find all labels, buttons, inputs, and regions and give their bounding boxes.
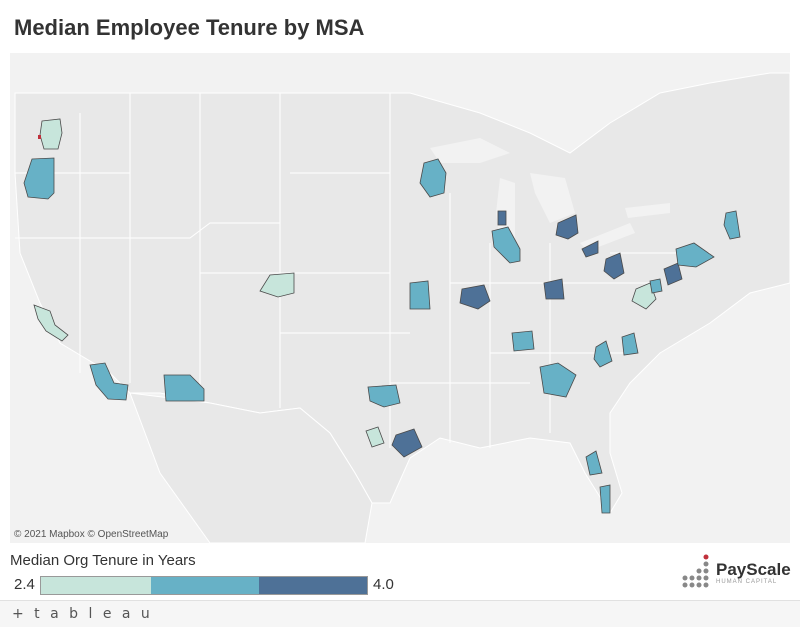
msa-chicago[interactable] (491, 226, 521, 264)
us-map-svg (14, 72, 790, 543)
msa-austin[interactable] (365, 426, 385, 448)
msa-new-york[interactable] (675, 242, 715, 268)
msa-minneapolis[interactable] (419, 158, 447, 198)
payscale-dots-icon (682, 554, 709, 588)
legend-swatch-mid (151, 577, 259, 594)
msa-denver[interactable] (259, 272, 295, 298)
msa-phoenix[interactable] (163, 374, 205, 402)
msa-atlanta[interactable] (539, 362, 577, 398)
msa-los-angeles[interactable] (89, 362, 129, 401)
payscale-logo: PayScale HUMAN CAPITAL (682, 550, 792, 590)
msa-milwaukee[interactable] (497, 210, 507, 226)
mexico-land (129, 392, 373, 543)
page-title: Median Employee Tenure by MSA (14, 15, 365, 40)
msa-philadelphia[interactable] (663, 262, 683, 286)
us-landmass (14, 72, 790, 514)
payscale-tagline: HUMAN CAPITAL (716, 579, 778, 585)
lake-huron (530, 173, 575, 223)
legend-swatch-high (259, 577, 367, 594)
lake-ontario (625, 203, 670, 218)
msa-cincinnati[interactable] (543, 278, 565, 300)
msa-seattle[interactable] (39, 118, 63, 150)
msa-washington[interactable] (631, 282, 657, 310)
msa-raleigh[interactable] (621, 332, 639, 356)
msa-boston[interactable] (723, 210, 741, 240)
msa-miami[interactable] (599, 484, 611, 514)
msa-houston[interactable] (391, 428, 423, 458)
msa-cleveland[interactable] (581, 240, 599, 258)
msa-charlotte[interactable] (593, 340, 613, 368)
lake-superior (430, 138, 510, 163)
tableau-footer: + t a b l e a u (0, 600, 800, 627)
msa-kansas-city[interactable] (409, 280, 431, 310)
tableau-logo[interactable]: + t a b l e a u (12, 606, 153, 622)
map-attribution: © 2021 Mapbox © OpenStreetMap (14, 529, 169, 540)
msa-tampa[interactable] (585, 450, 603, 476)
payscale-name: PayScale (716, 560, 791, 579)
msa-map[interactable]: © 2021 Mapbox © OpenStreetMap (10, 53, 790, 543)
msa-st-louis[interactable] (459, 284, 491, 310)
legend-swatch-low (41, 577, 151, 594)
msa-regions (23, 118, 741, 514)
legend-title: Median Org Tenure in Years (10, 552, 196, 569)
legend-color-bar (40, 576, 368, 595)
legend-min-value: 2.4 (14, 576, 35, 593)
legend-max-value: 4.0 (373, 576, 394, 593)
msa-nashville[interactable] (511, 330, 535, 352)
msa-pittsburgh[interactable] (603, 252, 625, 280)
msa-seattle-inner (38, 135, 41, 139)
msa-baltimore[interactable] (649, 278, 663, 294)
msa-detroit[interactable] (555, 214, 579, 240)
msa-dallas[interactable] (367, 384, 401, 408)
msa-san-francisco[interactable] (33, 304, 69, 342)
msa-portland[interactable] (23, 157, 55, 200)
